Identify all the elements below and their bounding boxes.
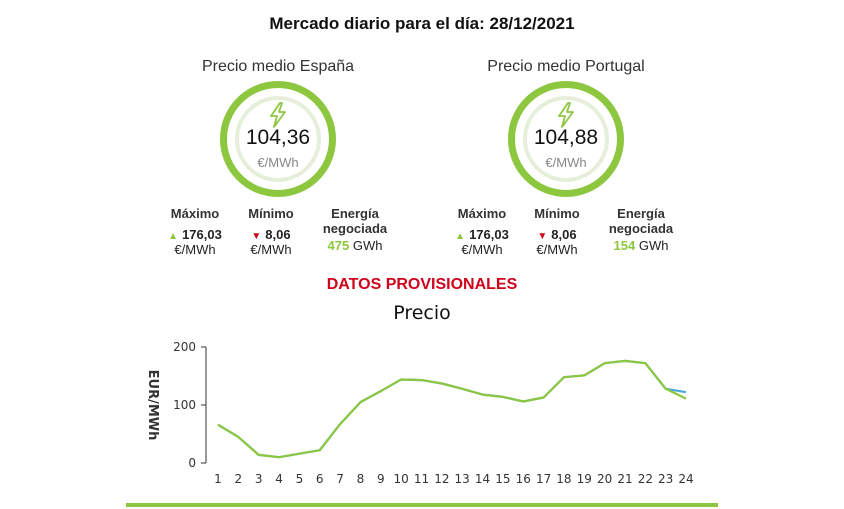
portugal-price-gauge: 104,88 €/MWh: [508, 81, 624, 197]
x-tick-label: 12: [434, 472, 449, 486]
x-tick-label: 6: [316, 472, 324, 486]
x-tick-label: 24: [678, 472, 693, 486]
spain-energy-stat: Energía negociada 475 GWh: [310, 206, 400, 253]
spain-max-label: Máximo: [170, 206, 220, 221]
spain-min-stat: Mínimo ▼ 8,06 €/MWh: [236, 206, 306, 257]
portugal-energy-value: 154: [613, 238, 636, 253]
portugal-min-unit: €/MWh: [536, 242, 578, 257]
x-tick-label: 3: [255, 472, 263, 486]
spain-energy-value: 475: [327, 238, 350, 253]
x-tick-label: 5: [296, 472, 304, 486]
y-tick-label: 100: [173, 398, 196, 412]
y-tick-label: 200: [173, 340, 196, 354]
bottom-accent-bar: [126, 503, 718, 507]
chart-title: Precio: [393, 302, 451, 324]
spain-min-unit: €/MWh: [250, 242, 292, 257]
portugal-max-label: Máximo: [457, 206, 507, 221]
price-series-line-green: [217, 359, 687, 459]
portugal-min-value: 8,06: [551, 227, 577, 242]
gauge-inner-ring: [523, 96, 609, 182]
x-tick-label: 9: [377, 472, 385, 486]
spain-energy-label-2: negociada: [322, 221, 388, 236]
portugal-max-stat: Máximo ▲ 176,03 €/MWh: [447, 206, 517, 257]
portugal-average-price: 104,88: [533, 126, 599, 149]
spain-min-value: 8,06: [265, 227, 291, 242]
provisional-data-notice: DATOS PROVISIONALES: [326, 276, 518, 293]
x-tick-label: 1: [214, 472, 222, 486]
portugal-min-stat: Mínimo ▼ 8,06 €/MWh: [522, 206, 592, 257]
spain-min-label: Mínimo: [248, 206, 294, 221]
triangle-down-icon: ▼: [251, 231, 262, 242]
portugal-energy-label-2: negociada: [608, 221, 674, 236]
lightning-bolt-icon: [558, 102, 574, 128]
spain-price-gauge: 104,36 €/MWh: [220, 81, 336, 197]
spain-energy-label-1: Energía: [331, 206, 379, 221]
gauge-inner-ring: [235, 96, 321, 182]
spain-max-unit: €/MWh: [174, 242, 216, 257]
x-tick-label: 22: [638, 472, 653, 486]
x-tick-label: 17: [536, 472, 551, 486]
x-tick-label: 18: [556, 472, 571, 486]
portugal-average-unit: €/MWh: [545, 155, 587, 170]
x-tick-label: 21: [617, 472, 632, 486]
portugal-min-label: Mínimo: [534, 206, 580, 221]
x-tick-label: 14: [475, 472, 490, 486]
x-tick-label: 20: [597, 472, 612, 486]
x-tick-label: 7: [336, 472, 344, 486]
x-tick-label: 16: [516, 472, 531, 486]
spain-max-stat: Máximo ▲ 176,03 €/MWh: [160, 206, 230, 257]
x-tick-label: 19: [577, 472, 592, 486]
y-tick-label: 0: [188, 456, 196, 470]
spain-panel-title: Precio medio España: [201, 58, 355, 75]
triangle-up-icon: ▲: [455, 231, 466, 242]
lightning-bolt-icon: [270, 102, 286, 128]
portugal-energy-label-1: Energía: [617, 206, 665, 221]
price-series-line-blue: [217, 359, 687, 459]
x-tick-label: 4: [275, 472, 283, 486]
portugal-energy-unit: GWh: [638, 238, 669, 253]
spain-energy-unit: GWh: [352, 238, 383, 253]
triangle-up-icon: ▲: [168, 231, 179, 242]
x-tick-label: 15: [495, 472, 510, 486]
spain-average-price: 104,36: [245, 126, 311, 149]
x-tick-label: 10: [394, 472, 409, 486]
portugal-max-unit: €/MWh: [461, 242, 503, 257]
spain-max-value: 176,03: [182, 227, 222, 242]
triangle-down-icon: ▼: [537, 231, 548, 242]
x-tick-label: 8: [357, 472, 365, 486]
x-tick-label: 11: [414, 472, 429, 486]
x-tick-label: 2: [235, 472, 243, 486]
x-tick-label: 23: [658, 472, 673, 486]
portugal-max-value: 176,03: [469, 227, 509, 242]
page-title: Mercado diario para el día: 28/12/2021: [269, 14, 575, 33]
x-tick-label: 13: [455, 472, 470, 486]
spain-average-unit: €/MWh: [257, 155, 299, 170]
y-axis-label: EUR/MWh: [145, 370, 160, 441]
portugal-energy-stat: Energía negociada 154 GWh: [596, 206, 686, 253]
portugal-panel-title: Precio medio Portugal: [487, 58, 645, 75]
